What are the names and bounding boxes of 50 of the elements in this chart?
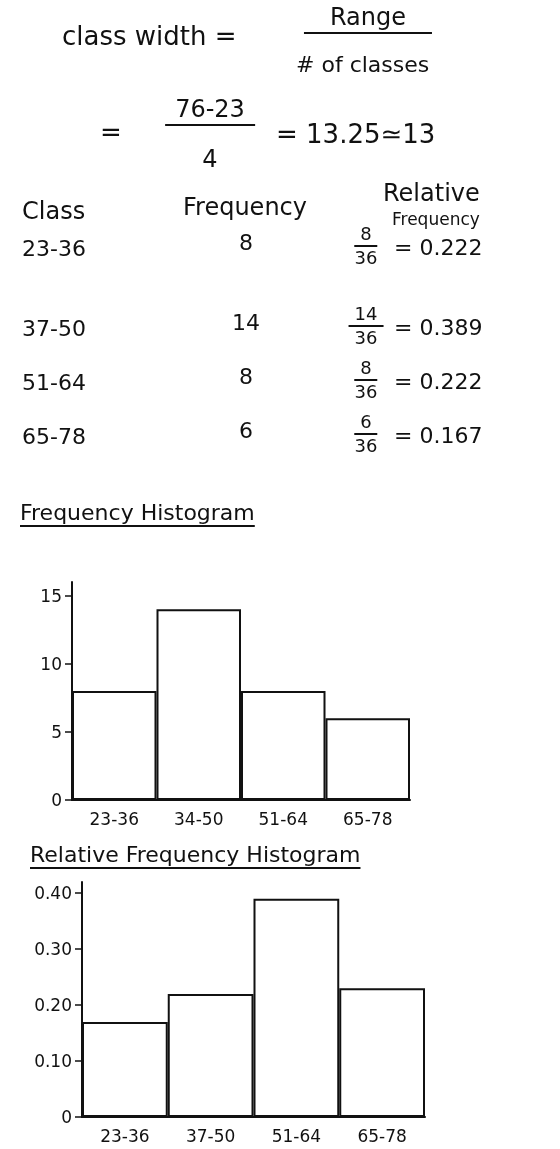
text: = 0.222 bbox=[394, 235, 483, 261]
text: 8 bbox=[239, 364, 253, 390]
text: 23-36 bbox=[22, 236, 86, 262]
chart-title: Relative Frequency Histogram bbox=[30, 842, 361, 869]
text: = bbox=[100, 117, 122, 148]
x-tick-label: 51-64 bbox=[271, 1125, 322, 1146]
y-tick-label: 15 bbox=[40, 585, 62, 606]
x-tick-label: 65-78 bbox=[357, 1125, 407, 1146]
text: # of classes bbox=[296, 52, 430, 78]
text: 36 bbox=[354, 381, 378, 403]
text: Class bbox=[22, 197, 86, 226]
text: 36 bbox=[354, 247, 378, 269]
text: = 0.222 bbox=[394, 369, 483, 395]
text: 37-50 bbox=[22, 316, 86, 342]
x-tick-label: 51-64 bbox=[258, 808, 308, 829]
text: Relative bbox=[383, 179, 480, 208]
text: 36 bbox=[354, 327, 378, 349]
y-tick-label: 0.10 bbox=[34, 1051, 72, 1072]
text: 36 bbox=[354, 435, 378, 457]
text: class width = bbox=[62, 21, 237, 52]
text: 6 bbox=[354, 411, 378, 435]
x-tick-label: 37-50 bbox=[185, 1125, 236, 1146]
text: 8 bbox=[239, 230, 253, 256]
text: 65-78 bbox=[22, 424, 86, 450]
y-tick-label: 0.20 bbox=[34, 995, 72, 1016]
text: 8 bbox=[354, 223, 378, 247]
text: 8 bbox=[354, 357, 378, 381]
x-tick-label: 23-36 bbox=[89, 808, 139, 829]
text: = 0.167 bbox=[394, 423, 483, 449]
text: 6 bbox=[239, 418, 253, 444]
y-tick-label: 0 bbox=[51, 790, 62, 810]
text: 14 bbox=[232, 310, 260, 336]
x-tick-label: 65-78 bbox=[343, 808, 393, 829]
text: Frequency bbox=[183, 193, 307, 222]
text: = 13.25≃13 bbox=[276, 119, 436, 150]
y-tick-label: 0 bbox=[61, 1107, 72, 1127]
chart-title: Frequency Histogram bbox=[20, 500, 255, 527]
text: 76-23 bbox=[165, 95, 255, 126]
text: Range bbox=[303, 3, 433, 34]
x-tick-label: 34-50 bbox=[174, 808, 224, 829]
text: Frequency bbox=[392, 209, 480, 230]
text: 14 bbox=[348, 303, 384, 327]
y-tick-label: 0.40 bbox=[34, 883, 72, 904]
text: = 0.389 bbox=[394, 315, 483, 341]
x-tick-label: 23-36 bbox=[100, 1125, 150, 1146]
y-tick-label: 0.30 bbox=[34, 939, 72, 960]
text: 51-64 bbox=[22, 370, 86, 396]
y-tick-label: 5 bbox=[51, 721, 62, 742]
text: 4 bbox=[202, 145, 218, 174]
y-tick-label: 10 bbox=[40, 653, 62, 674]
